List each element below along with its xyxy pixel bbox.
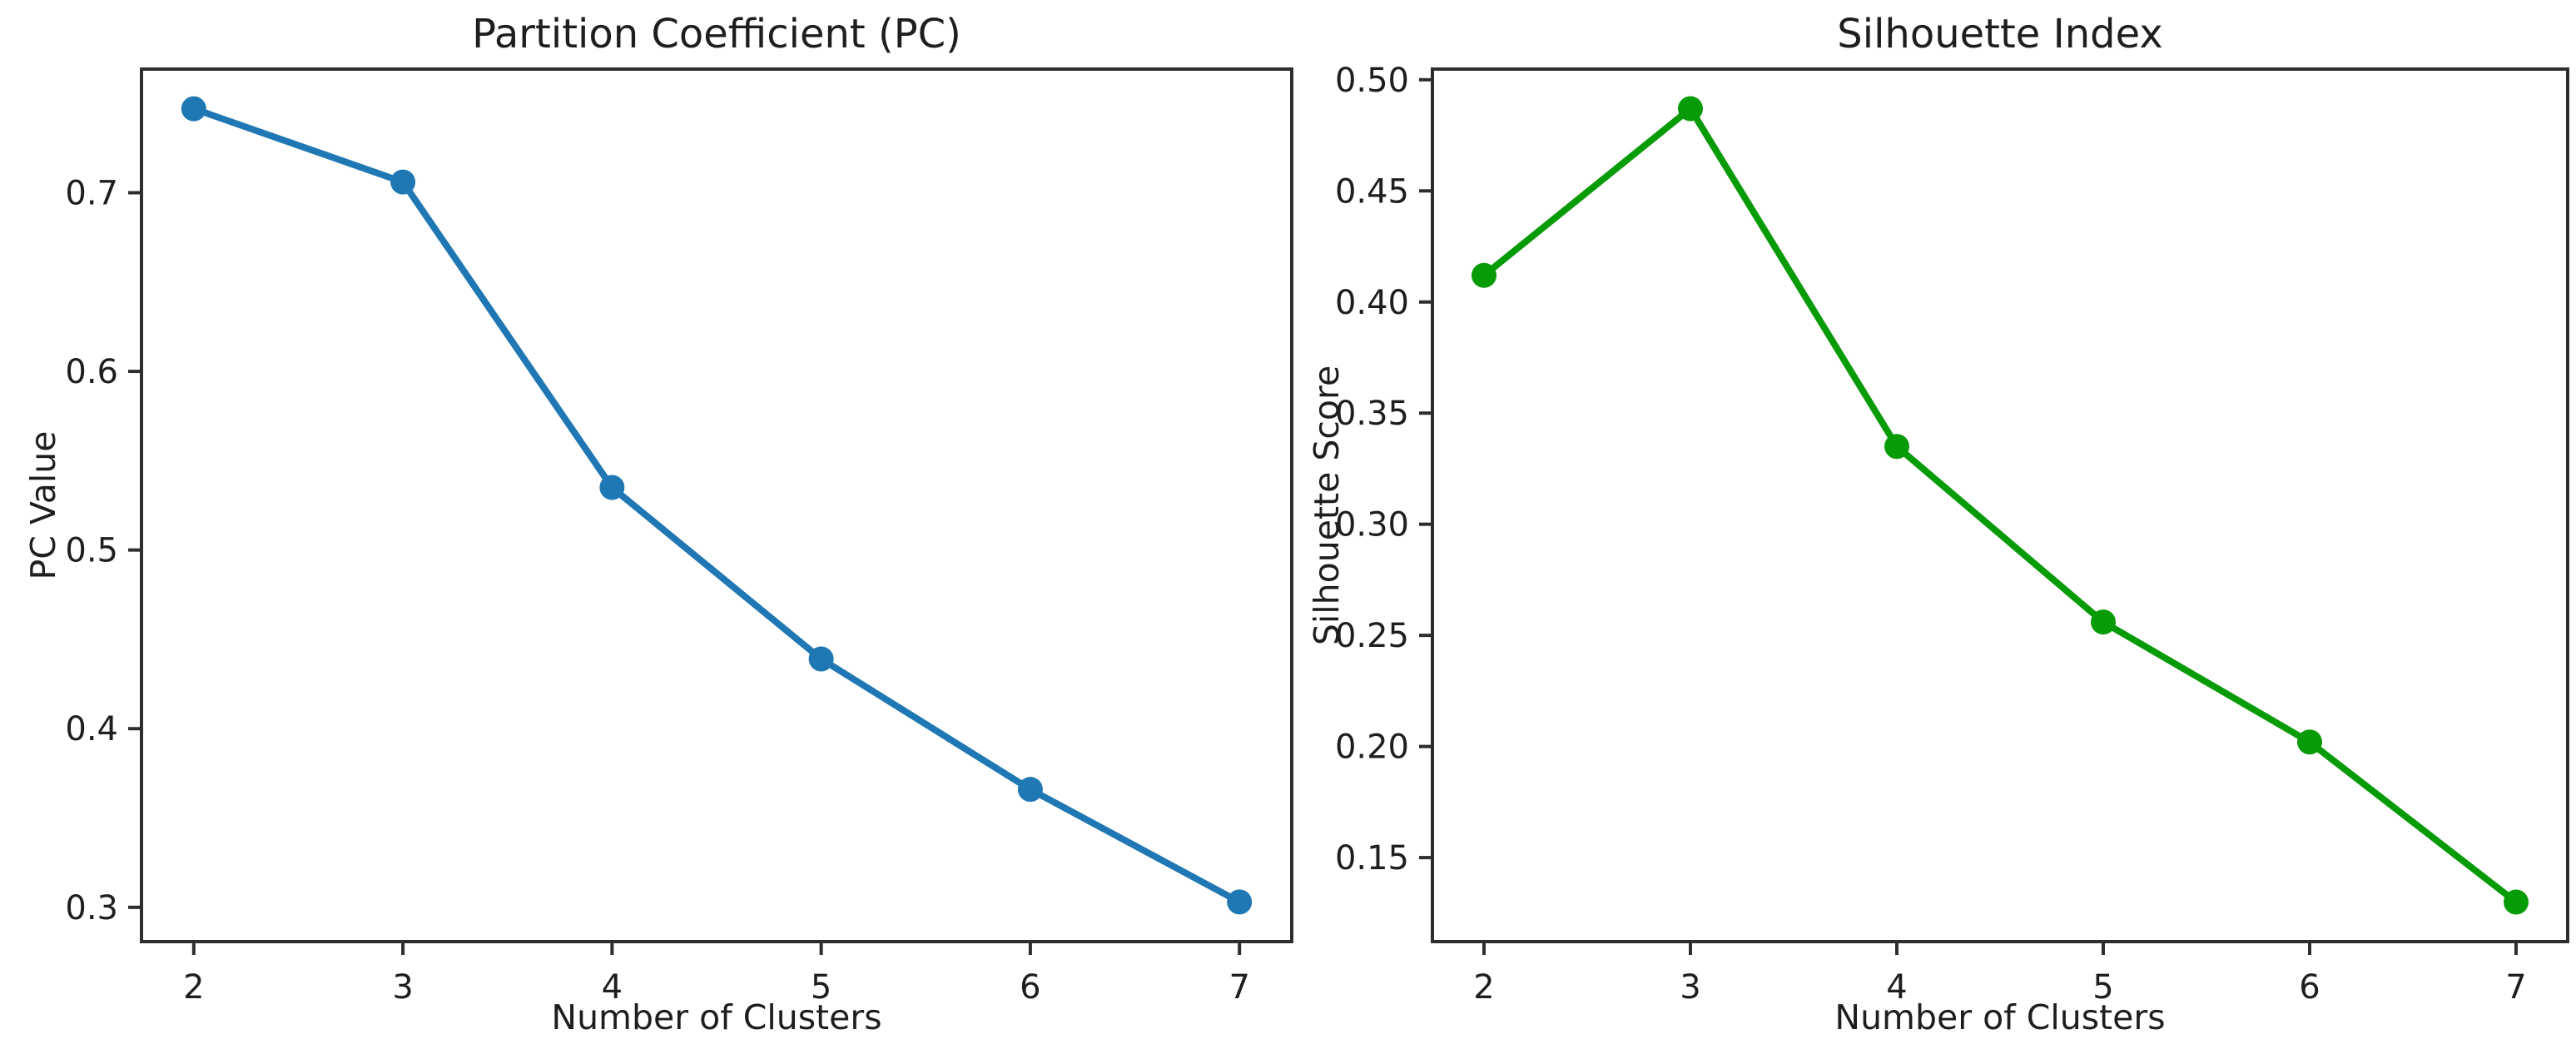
right-chart-ylabel: Silhouette Score (1307, 365, 1347, 645)
pc-marker-x4 (599, 475, 625, 500)
right-chart-title: Silhouette Index (1837, 11, 2162, 57)
silhouette-axes-box (1431, 67, 2569, 943)
silhouette-marker-x2 (1472, 262, 1496, 288)
pc-x-tick-label: 6 (1020, 968, 1040, 1007)
silhouette-marker-x6 (2297, 729, 2322, 755)
right-chart-xlabel: Number of Clusters (1834, 997, 2165, 1037)
pc-y-tick-label: 0.6 (65, 353, 118, 391)
silhouette-y-tick-label: 0.15 (1335, 839, 1409, 878)
silhouette-marker-x7 (2504, 889, 2529, 915)
silhouette-y-tick-label: 0.25 (1335, 617, 1409, 655)
plot-layer: 2 3 4 5 6 7 0.3 0.4 0.5 0.6 0.7 2 3 4 5 6 7 0.15 0.20 0.25 0… (65, 62, 2569, 1007)
pc-x-tick-label: 3 (392, 968, 413, 1007)
left-chart-xlabel: Number of Clusters (551, 997, 881, 1037)
silhouette-x-tick-label: 5 (2092, 968, 2113, 1007)
pc-marker-x3 (390, 169, 416, 195)
silhouette-x-tick-label: 6 (2299, 968, 2320, 1007)
pc-marker-x6 (1017, 777, 1043, 803)
pc-x-tick-label: 5 (811, 968, 831, 1007)
silhouette-x-tick-label: 3 (1680, 968, 1700, 1007)
silhouette-marker-x3 (1678, 96, 1703, 122)
pc-axes-box (140, 67, 1293, 943)
pc-y-tick-label: 0.4 (65, 710, 118, 748)
silhouette-x-tick-label: 7 (2505, 968, 2526, 1007)
silhouette-y-tick-label: 0.35 (1335, 395, 1409, 433)
silhouette-marker-x5 (2091, 609, 2116, 635)
silhouette-line (1481, 105, 2519, 906)
silhouette-x-tick-label: 4 (1886, 968, 1907, 1007)
pc-y-tick-label: 0.3 (65, 889, 118, 927)
pc-x-tick-label: 4 (602, 968, 623, 1007)
silhouette-y-tick-label: 0.45 (1335, 172, 1409, 211)
pc-line (190, 105, 1243, 906)
pc-x-tick-label: 7 (1228, 968, 1249, 1007)
pc-marker-x2 (181, 96, 206, 122)
silhouette-marker-x4 (1884, 434, 1909, 460)
pc-marker-x5 (808, 646, 834, 672)
silhouette-y-tick-label: 0.50 (1335, 62, 1409, 100)
pc-marker-x7 (1227, 889, 1253, 915)
silhouette-y-tick-label: 0.30 (1335, 506, 1409, 544)
silhouette-x-tick-label: 2 (1473, 968, 1494, 1007)
left-chart-title: Partition Coefficient (PC) (472, 11, 961, 57)
silhouette-y-tick-label: 0.20 (1335, 728, 1409, 767)
left-chart-ylabel: PC Value (23, 431, 63, 580)
silhouette-y-tick-label: 0.40 (1335, 284, 1409, 322)
pc-y-tick-label: 0.7 (65, 174, 118, 212)
pc-x-tick-label: 2 (183, 968, 204, 1007)
pc-y-tick-label: 0.5 (65, 532, 118, 570)
